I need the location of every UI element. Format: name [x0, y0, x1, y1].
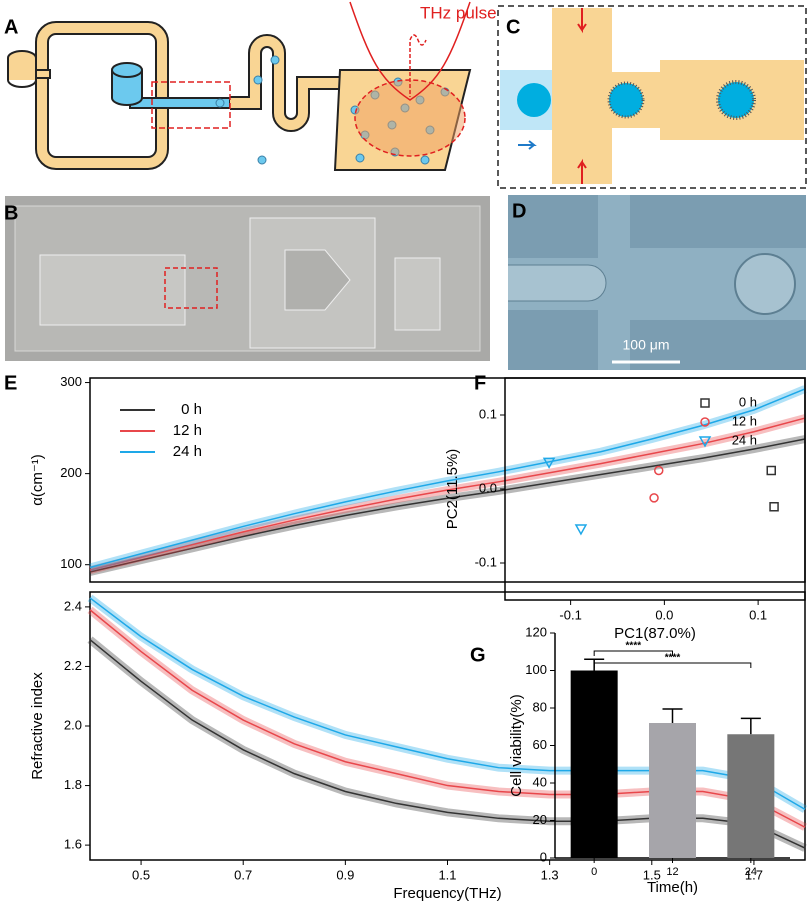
x-tick-label: 1.1: [438, 867, 456, 882]
panel-label: C: [506, 16, 520, 38]
bar: [570, 670, 618, 858]
panel-label: B: [4, 202, 18, 224]
legend-label: 0 h: [739, 394, 757, 409]
y-tick-label: 60: [533, 737, 547, 752]
legend-label: 24 h: [732, 432, 757, 447]
legend-marker: [698, 436, 712, 448]
panel-label: E: [4, 372, 17, 394]
line: [89, 597, 806, 811]
plot-frame: [504, 377, 806, 601]
legend-label: 12 h: [732, 413, 757, 428]
panel-label: D: [512, 200, 526, 222]
y-tick-label: 120: [525, 624, 547, 639]
y-tick-label: 0: [540, 849, 547, 864]
y-axis-label: Refractive index: [29, 672, 46, 780]
y-axis-label: Cell viability(%): [508, 694, 525, 797]
x-tick-label: 24: [745, 866, 757, 878]
y-tick-label: 2.0: [64, 717, 82, 732]
y-tick-label: 100: [525, 662, 547, 677]
plot-frame: [89, 591, 806, 861]
x-tick-label: 0.0: [655, 607, 673, 622]
y-tick-label: 1.8: [64, 777, 82, 792]
panel-label: G: [470, 644, 486, 666]
x-axis-label: Time(h): [647, 879, 698, 896]
x-tick-label: -0.1: [559, 607, 581, 622]
significance-bracket: [593, 662, 752, 668]
y-tick-label: 300: [60, 374, 82, 389]
x-tick-label: 0.5: [132, 867, 150, 882]
legend-label: 12 h: [173, 422, 202, 439]
confidence-band: [87, 594, 808, 813]
scale-bar-label: 100 μm: [623, 337, 670, 353]
point: [654, 465, 664, 476]
legend-label: 0 h: [181, 401, 202, 418]
photo-d: [508, 195, 806, 370]
y-tick-label: 100: [60, 556, 82, 571]
x-tick-label: 12: [666, 866, 678, 878]
x-axis-label: PC1(87.0%): [614, 625, 696, 642]
y-tick-label: 0.1: [479, 406, 497, 421]
thz-beam: [349, 1, 471, 101]
significance-bracket: [593, 650, 673, 656]
photo-b: [5, 196, 490, 361]
y-tick-label: 2.4: [64, 598, 82, 613]
annotation: THz pulse: [420, 3, 497, 22]
x-tick-label: 1.7: [745, 867, 763, 882]
line: [89, 388, 806, 569]
significance-label: ****: [665, 653, 681, 664]
x-axis-label: Frequency(THz): [393, 885, 501, 902]
legend-marker: [700, 398, 710, 408]
panel-label: A: [4, 16, 18, 38]
bar: [649, 723, 696, 858]
x-tick-label: 0: [591, 866, 597, 878]
significance-label: ****: [626, 641, 642, 652]
x-tick-label: 0.7: [234, 867, 252, 882]
y-tick-label: 40: [533, 774, 547, 789]
y-tick-label: 200: [60, 465, 82, 480]
x-tick-label: 1.5: [643, 867, 661, 882]
y-tick-label: 0.0: [479, 480, 497, 495]
thz-arrow: [409, 34, 427, 97]
y-tick-label: 80: [533, 699, 547, 714]
point: [649, 493, 659, 503]
y-axis-label: α(cm⁻¹): [29, 454, 46, 506]
y-tick-label: -0.1: [475, 554, 497, 569]
line: [89, 438, 806, 573]
point: [769, 502, 779, 512]
point: [542, 457, 556, 469]
y-tick-label: 1.6: [64, 837, 82, 852]
panel-label: F: [474, 372, 486, 394]
x-tick-label: 1.3: [541, 867, 559, 882]
y-axis-label: PC2(11.5%): [444, 449, 461, 530]
zoom-box-a: [151, 81, 231, 129]
diagram-c: [500, 8, 804, 184]
x-tick-label: 0.9: [336, 867, 354, 882]
y-tick-label: 2.2: [64, 658, 82, 673]
bar: [727, 734, 775, 858]
point: [766, 465, 776, 476]
line: [89, 417, 806, 571]
x-tick-label: 0.1: [749, 607, 767, 622]
legend-label: 24 h: [173, 443, 202, 460]
point: [574, 524, 588, 536]
legend-marker: [700, 417, 710, 427]
y-tick-label: 20: [533, 812, 547, 827]
